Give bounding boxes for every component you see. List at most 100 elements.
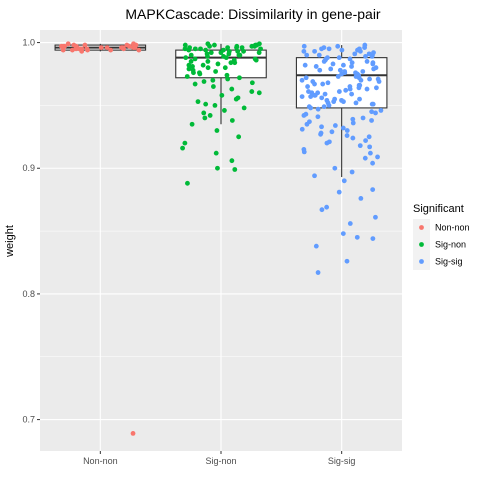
data-point xyxy=(353,74,359,79)
data-point xyxy=(362,155,368,161)
data-point xyxy=(363,53,368,59)
data-point xyxy=(304,121,310,127)
data-point xyxy=(213,150,219,156)
data-point xyxy=(192,46,198,52)
legend-label: Sig-non xyxy=(435,240,466,250)
data-point xyxy=(205,53,210,59)
data-point xyxy=(308,94,314,100)
data-point xyxy=(302,62,308,68)
data-point xyxy=(236,134,242,140)
data-point xyxy=(226,51,232,57)
data-point xyxy=(354,234,360,240)
data-point xyxy=(73,43,79,49)
data-point xyxy=(312,92,318,98)
data-point xyxy=(303,75,309,81)
data-point xyxy=(184,74,190,79)
data-point xyxy=(369,118,374,123)
legend-title: Significant xyxy=(413,203,464,215)
data-point xyxy=(136,47,142,53)
data-point xyxy=(303,111,309,117)
data-point xyxy=(374,85,379,91)
data-point xyxy=(315,270,321,275)
data-point xyxy=(360,69,366,74)
data-point xyxy=(229,86,235,92)
data-point xyxy=(321,104,327,110)
data-point xyxy=(326,46,332,52)
data-point xyxy=(349,169,355,175)
data-point xyxy=(195,99,201,105)
data-point xyxy=(205,65,211,71)
data-point xyxy=(336,189,342,195)
data-point xyxy=(319,95,325,101)
data-point xyxy=(301,48,307,54)
data-point xyxy=(339,47,345,53)
data-point xyxy=(186,62,192,68)
data-point xyxy=(360,115,366,121)
data-point xyxy=(210,77,216,83)
data-point xyxy=(249,43,255,49)
data-point xyxy=(340,125,346,131)
data-point xyxy=(215,165,220,171)
data-point xyxy=(201,110,207,116)
data-point xyxy=(320,81,326,87)
data-point xyxy=(356,85,362,91)
data-point xyxy=(328,66,334,72)
data-point xyxy=(349,64,354,69)
data-point xyxy=(367,150,373,156)
data-point xyxy=(363,138,368,143)
data-point xyxy=(228,60,234,66)
data-point xyxy=(350,135,356,141)
data-point xyxy=(341,178,347,184)
data-point xyxy=(301,43,307,49)
data-point xyxy=(108,47,114,53)
data-point xyxy=(325,80,331,86)
data-point xyxy=(256,90,262,96)
data-point xyxy=(104,45,110,50)
data-point xyxy=(205,59,211,64)
x-tick-label: Non-non xyxy=(83,456,118,466)
data-point xyxy=(349,60,355,66)
legend: Significant Non-non Sig-non Sig-sig xyxy=(413,203,470,270)
data-point xyxy=(182,140,188,146)
data-point xyxy=(301,149,307,155)
legend-label: Sig-sig xyxy=(435,257,463,267)
data-point xyxy=(322,91,328,97)
data-point xyxy=(350,116,356,122)
data-point xyxy=(364,59,370,64)
data-point xyxy=(299,94,305,100)
data-point xyxy=(312,48,317,54)
data-point xyxy=(375,154,380,160)
data-point xyxy=(325,55,330,61)
data-point xyxy=(225,45,231,50)
data-point xyxy=(182,42,188,48)
data-point xyxy=(252,56,258,62)
data-point xyxy=(317,67,323,73)
data-point xyxy=(249,80,255,86)
data-point xyxy=(65,41,71,47)
data-point xyxy=(249,89,255,94)
data-point xyxy=(299,77,305,83)
data-point xyxy=(316,52,322,58)
data-point xyxy=(201,79,207,84)
data-point xyxy=(347,221,353,226)
x-tick-label: Sig-non xyxy=(205,456,236,466)
data-point xyxy=(186,66,192,72)
data-point xyxy=(349,91,355,97)
data-point xyxy=(315,106,321,112)
data-point xyxy=(98,45,104,50)
data-point xyxy=(367,144,373,150)
y-axis: 0.7 0.8 0.9 1.0 xyxy=(22,38,40,425)
data-point xyxy=(189,121,195,127)
data-point xyxy=(121,46,127,52)
data-point xyxy=(331,99,337,105)
data-point xyxy=(192,81,198,87)
data-point xyxy=(192,56,198,62)
data-point xyxy=(237,75,242,81)
data-point xyxy=(358,77,364,83)
data-point xyxy=(313,64,319,69)
data-point xyxy=(357,48,363,54)
data-point xyxy=(326,139,332,145)
data-point xyxy=(373,110,378,116)
x-tick-label: Sig-sig xyxy=(328,456,356,466)
